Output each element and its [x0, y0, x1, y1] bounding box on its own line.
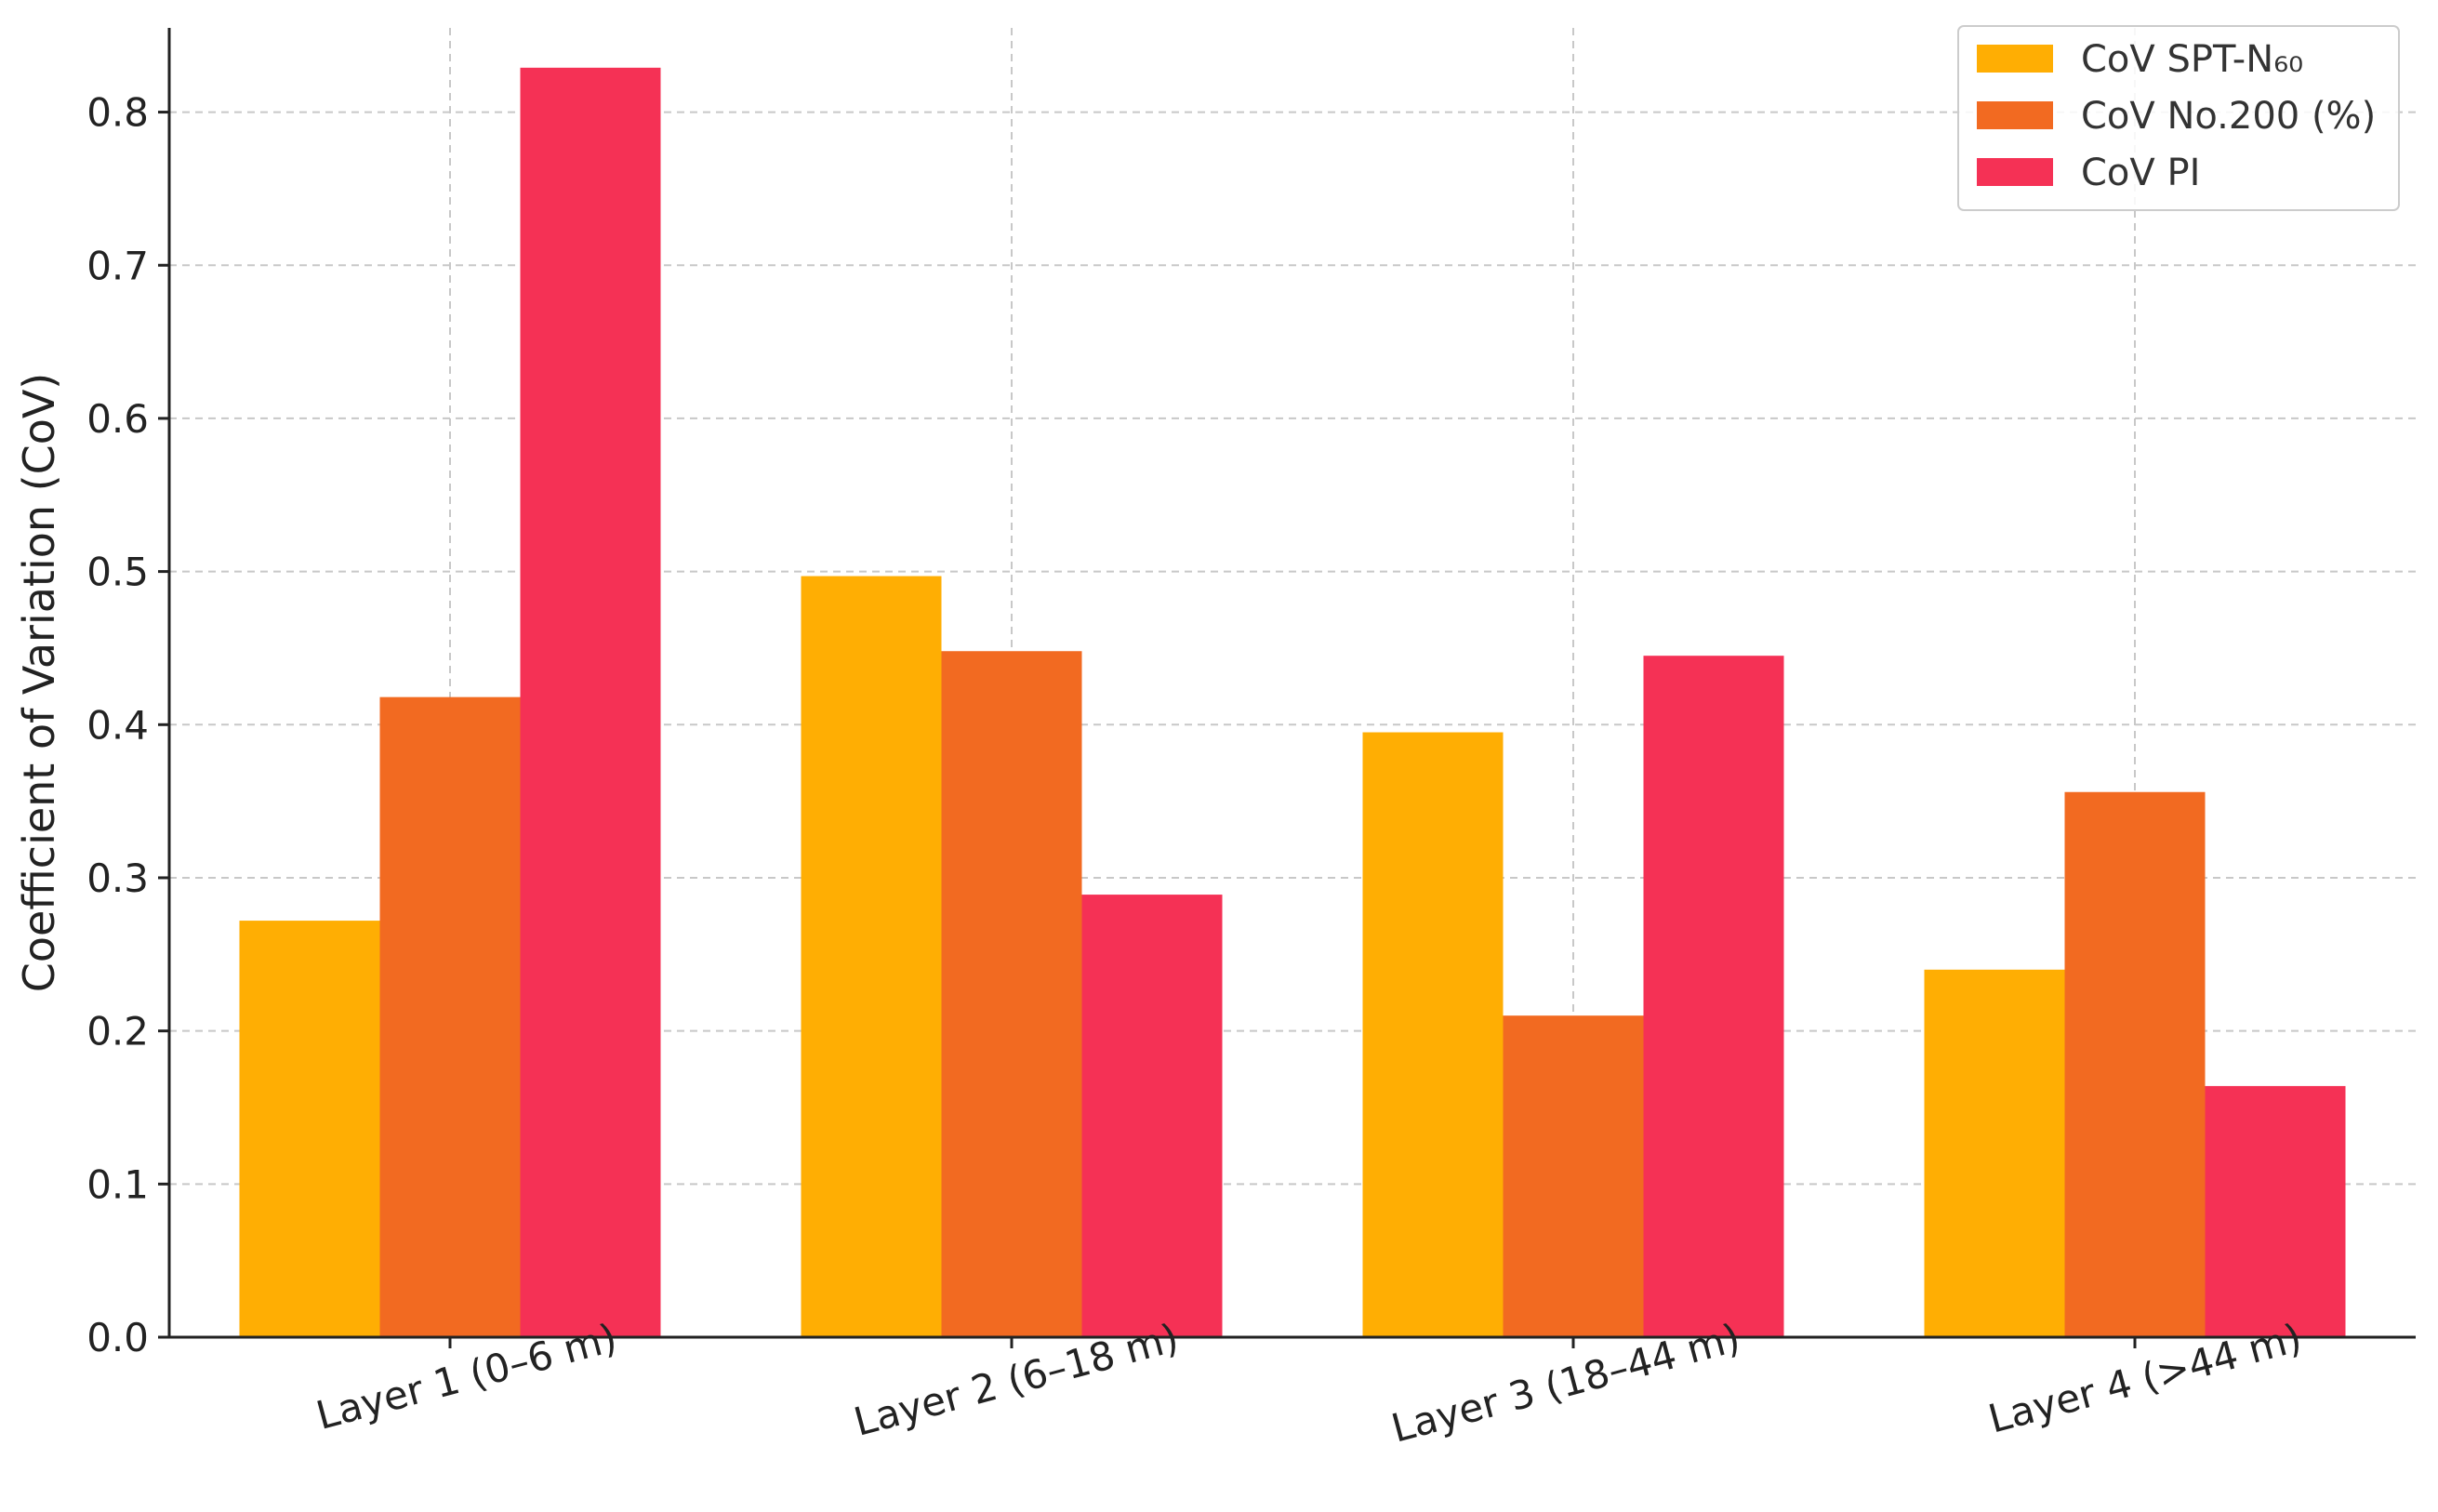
bar-series-2-cat-3 — [2205, 1085, 2346, 1337]
axes — [158, 28, 2416, 1348]
bar-series-1-cat-0 — [379, 696, 521, 1337]
y-tick-label-8: 0.8 — [86, 90, 149, 136]
legend: CoV SPT-N₆₀ CoV No.200 (%) CoV PI — [1957, 25, 2400, 211]
y-tick-label-5: 0.5 — [86, 550, 149, 595]
y-tick-label-7: 0.7 — [86, 243, 149, 288]
bar-series-0-cat-0 — [239, 921, 380, 1337]
legend-swatch-2 — [1977, 158, 2053, 186]
bar-series-1-cat-3 — [2064, 791, 2206, 1337]
legend-box — [1957, 25, 2400, 211]
bar-series-1-cat-1 — [941, 651, 1082, 1337]
bar-series-2-cat-0 — [520, 67, 661, 1337]
y-axis-label: Coefficient of Variation (CoV) — [14, 373, 64, 993]
y-tick-label-3: 0.3 — [86, 855, 149, 901]
y-tick-label-6: 0.6 — [86, 396, 149, 442]
bar-series-2-cat-2 — [1643, 656, 1784, 1337]
legend-swatch-1 — [1977, 101, 2053, 129]
legend-label-1: CoV No.200 (%) — [2081, 95, 2376, 138]
y-tick-label-4: 0.4 — [86, 702, 149, 748]
bar-series-0-cat-3 — [1924, 969, 2065, 1337]
bars — [239, 67, 2346, 1337]
legend-swatch-0 — [1977, 45, 2053, 73]
y-tick-label-1: 0.1 — [86, 1161, 149, 1207]
y-tick-labels: 0.0 0.1 0.2 0.3 0.4 0.5 0.6 0.7 0.8 — [86, 90, 149, 1360]
y-tick-label-0: 0.0 — [86, 1315, 149, 1360]
legend-label-0: CoV SPT-N₆₀ — [2081, 38, 2303, 81]
bar-series-2-cat-1 — [1081, 895, 1223, 1337]
y-tick-label-2: 0.2 — [86, 1009, 149, 1054]
bar-series-0-cat-2 — [1362, 732, 1504, 1337]
legend-label-2: CoV PI — [2081, 152, 2200, 194]
bar-series-1-cat-2 — [1503, 1015, 1644, 1337]
bar-series-0-cat-1 — [801, 576, 942, 1337]
